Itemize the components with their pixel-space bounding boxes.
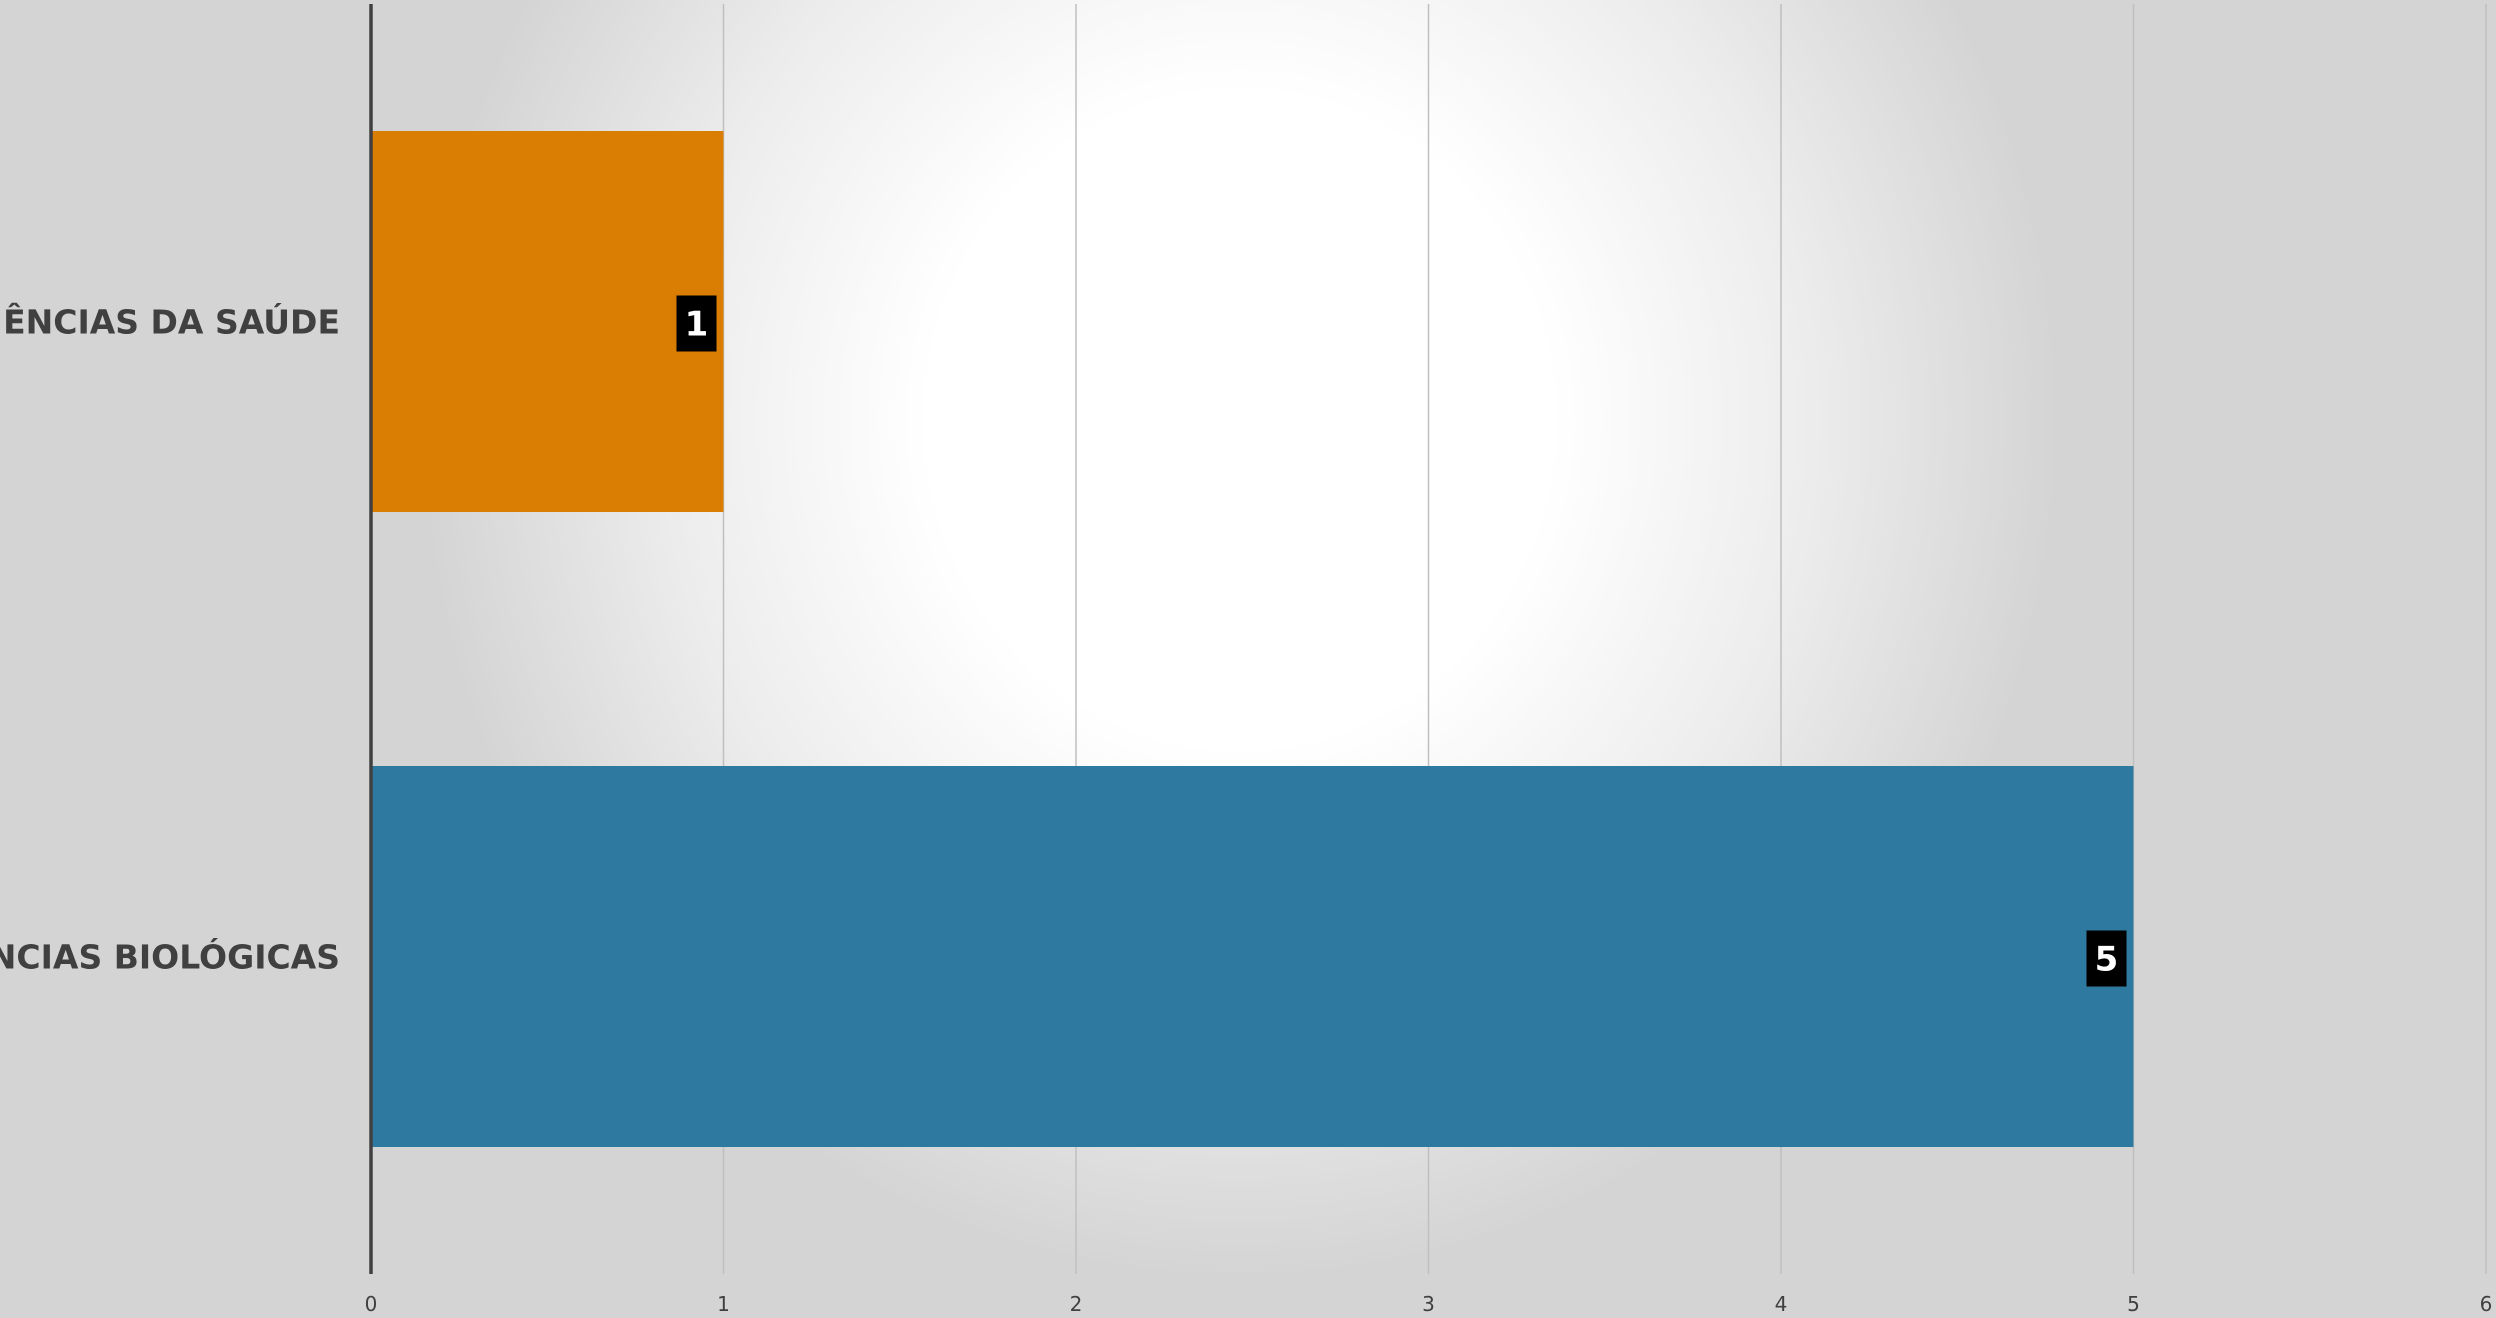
data-label-box-1 — [676, 295, 717, 352]
data-label-1: 1 — [685, 305, 709, 345]
x-tick-label-1: 1 — [717, 1292, 730, 1316]
x-tick-label-0: 0 — [365, 1292, 378, 1316]
category-label-2: CIÊNCIAS BIOLÓGICAS — [0, 937, 340, 977]
x-tick-label-2: 2 — [1070, 1292, 1083, 1316]
bar-1 — [371, 131, 724, 512]
x-tick-label-4: 4 — [1775, 1292, 1788, 1316]
bars — [371, 131, 2134, 1147]
data-label-2: 5 — [2095, 940, 2119, 980]
bar-2 — [371, 766, 2134, 1147]
category-label-1: CIÊNCIAS DA SAÚDE — [0, 302, 340, 342]
data-label-box-2 — [2086, 930, 2127, 987]
x-tick-label-3: 3 — [1422, 1292, 1435, 1316]
labels: 0 1 2 3 4 5 6 CIÊNCIAS DA SAÚDE 1 CIÊNCIAS BIOLÓG… — [0, 295, 2493, 1316]
x-tick-label-5: 5 — [2127, 1292, 2140, 1316]
x-tick-label-6: 6 — [2480, 1292, 2493, 1316]
